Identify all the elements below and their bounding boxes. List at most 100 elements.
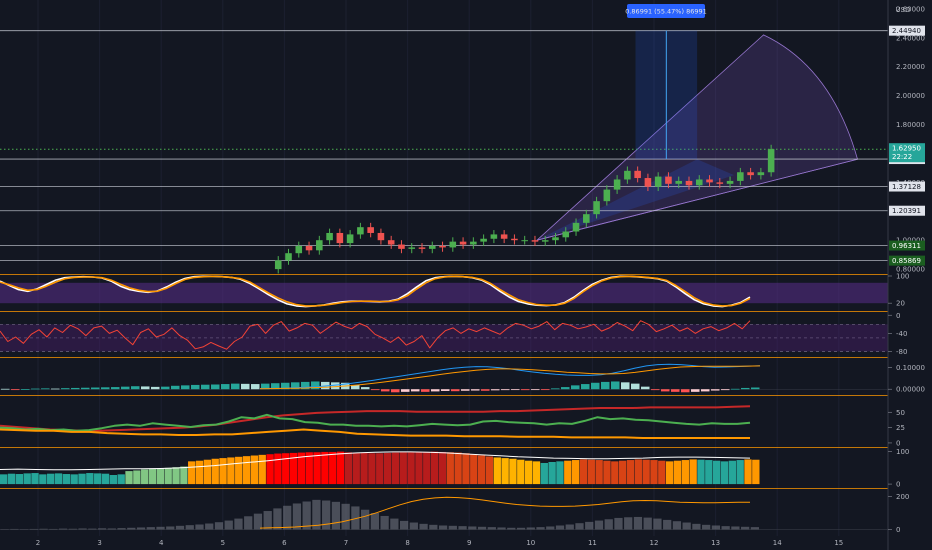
panel-macd[interactable] bbox=[0, 357, 888, 393]
candle-body[interactable] bbox=[737, 172, 744, 181]
panel-tick-label: 0.00000 bbox=[896, 386, 925, 394]
candle-body[interactable] bbox=[305, 245, 313, 251]
time-axis[interactable]: 2 3 4 5 6 7 8 9 10 11 12 13 14 15 bbox=[36, 539, 843, 547]
oscillator-bar bbox=[321, 451, 329, 485]
candle-body[interactable] bbox=[459, 241, 467, 245]
candle-body[interactable] bbox=[398, 244, 405, 249]
candle-body[interactable] bbox=[285, 253, 292, 261]
volume-bar bbox=[273, 508, 282, 530]
oscillator-bar bbox=[15, 474, 24, 485]
macd-histogram-bar bbox=[1, 388, 10, 390]
macd-histogram-bar bbox=[281, 382, 290, 390]
series-r-line bbox=[0, 320, 751, 350]
macd-histogram-bar bbox=[71, 387, 80, 390]
volume-bar bbox=[361, 509, 370, 530]
macd-histogram-bar bbox=[451, 389, 460, 392]
volume-bar bbox=[565, 524, 574, 530]
candle-body[interactable] bbox=[552, 237, 559, 241]
candle-body[interactable] bbox=[747, 172, 754, 176]
indicator-panels[interactable] bbox=[0, 274, 888, 530]
panel-williams[interactable] bbox=[0, 311, 888, 352]
current-price-tag bbox=[889, 143, 925, 163]
candle-body[interactable] bbox=[500, 234, 508, 239]
candle-body[interactable] bbox=[418, 247, 426, 249]
candle-body[interactable] bbox=[593, 201, 600, 215]
volume-bar bbox=[546, 526, 555, 530]
candle-body[interactable] bbox=[387, 240, 395, 245]
candle-body[interactable] bbox=[470, 241, 477, 245]
price-axis[interactable]: USD 2.60000 2.40000 2.20000 2.00000 1.80000 1… bbox=[887, 0, 925, 550]
candle-body[interactable] bbox=[511, 238, 518, 241]
measure-tool[interactable]: 0.86991 (55.47%) 86991 bbox=[625, 4, 707, 160]
macd-histogram-bar bbox=[481, 389, 490, 391]
volume-bar bbox=[643, 517, 652, 530]
price-pane[interactable] bbox=[0, 30, 888, 274]
candle-body[interactable] bbox=[726, 180, 734, 184]
macd-histogram-bar bbox=[641, 386, 650, 390]
candle-body[interactable] bbox=[613, 179, 621, 190]
candle-body[interactable] bbox=[685, 180, 693, 186]
candle-body[interactable] bbox=[521, 240, 528, 242]
candle-body[interactable] bbox=[757, 172, 765, 176]
oscillator-bar bbox=[524, 460, 533, 485]
panel-oscillator_bars[interactable] bbox=[0, 447, 888, 485]
candle-body[interactable] bbox=[408, 247, 416, 249]
panel-dmi[interactable] bbox=[0, 395, 888, 439]
candle-body[interactable] bbox=[706, 179, 713, 183]
oscillator-bar bbox=[564, 460, 572, 485]
candle-body[interactable] bbox=[367, 227, 374, 233]
candle-body[interactable] bbox=[665, 176, 672, 184]
oscillator-bar bbox=[595, 460, 603, 485]
candle-body[interactable] bbox=[274, 260, 282, 270]
candle-body[interactable] bbox=[654, 176, 662, 187]
candle-body[interactable] bbox=[531, 240, 539, 242]
candle-body[interactable] bbox=[624, 170, 631, 180]
candle-body[interactable] bbox=[357, 227, 364, 235]
macd-histogram-bar bbox=[751, 387, 760, 390]
candle-body[interactable] bbox=[716, 182, 724, 184]
panel-tick-label: -80 bbox=[896, 348, 907, 356]
macd-histogram-bar bbox=[691, 389, 700, 392]
price-level-tag bbox=[889, 205, 925, 216]
price-tick-label: 2.00000 bbox=[896, 92, 925, 100]
candle-body[interactable] bbox=[346, 234, 354, 244]
candle-body[interactable] bbox=[316, 240, 323, 251]
candle-body[interactable] bbox=[634, 170, 641, 179]
candle-body[interactable] bbox=[439, 245, 446, 248]
series-line-line bbox=[0, 451, 751, 471]
candle-body[interactable] bbox=[583, 214, 590, 223]
candle-body[interactable] bbox=[767, 149, 775, 173]
oscillator-bar bbox=[156, 468, 165, 485]
candle-body[interactable] bbox=[562, 231, 570, 238]
macd-histogram-bar bbox=[241, 383, 250, 390]
panel-tick-label: 100 bbox=[896, 273, 909, 281]
panel-volume_osc[interactable] bbox=[0, 488, 888, 530]
candle-body[interactable] bbox=[572, 222, 580, 232]
oscillator-bar bbox=[141, 469, 149, 485]
candle-body[interactable] bbox=[603, 189, 611, 202]
candle-body[interactable] bbox=[675, 180, 683, 184]
volume-bar bbox=[702, 524, 711, 530]
oscillator-bar bbox=[70, 474, 78, 485]
candle-body[interactable] bbox=[449, 241, 457, 248]
panel-tick-label: -40 bbox=[896, 330, 907, 338]
oscillator-bar bbox=[258, 454, 266, 485]
candle-body[interactable] bbox=[695, 179, 703, 186]
candle-body[interactable] bbox=[644, 178, 652, 187]
candle-body[interactable] bbox=[336, 232, 344, 244]
macd-histogram-bar bbox=[671, 389, 680, 392]
candle-body[interactable] bbox=[295, 245, 303, 254]
series-signal-line bbox=[259, 365, 761, 390]
macd-histogram-bar bbox=[551, 388, 560, 390]
candle-body[interactable] bbox=[377, 232, 385, 241]
candle-body[interactable] bbox=[428, 245, 436, 249]
oscillator-bar bbox=[0, 474, 8, 485]
candle-body[interactable] bbox=[326, 232, 333, 241]
macd-histogram-bar bbox=[391, 389, 400, 393]
candle-body[interactable] bbox=[541, 240, 549, 242]
panel-stochastic[interactable] bbox=[0, 274, 888, 308]
series-di_minus-line bbox=[0, 428, 750, 439]
candle-body[interactable] bbox=[480, 238, 487, 242]
candle-body[interactable] bbox=[490, 234, 498, 239]
